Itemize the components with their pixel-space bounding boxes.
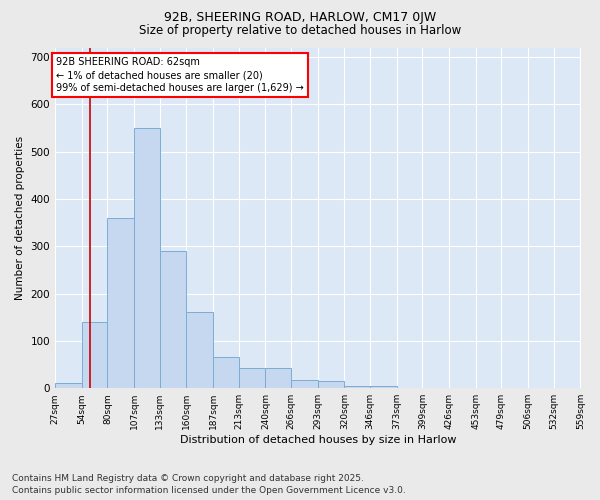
Bar: [239, 368, 265, 388]
Bar: [213, 358, 239, 388]
Y-axis label: Number of detached properties: Number of detached properties: [15, 136, 25, 300]
Bar: [291, 380, 318, 388]
Bar: [160, 251, 187, 388]
Bar: [187, 312, 213, 388]
Bar: [318, 381, 344, 388]
Bar: [134, 128, 160, 388]
Bar: [82, 322, 107, 388]
Text: Size of property relative to detached houses in Harlow: Size of property relative to detached ho…: [139, 24, 461, 37]
Bar: [55, 384, 82, 388]
Text: 92B SHEERING ROAD: 62sqm
← 1% of detached houses are smaller (20)
99% of semi-de: 92B SHEERING ROAD: 62sqm ← 1% of detache…: [56, 57, 304, 94]
Text: 92B, SHEERING ROAD, HARLOW, CM17 0JW: 92B, SHEERING ROAD, HARLOW, CM17 0JW: [164, 11, 436, 24]
X-axis label: Distribution of detached houses by size in Harlow: Distribution of detached houses by size …: [179, 435, 456, 445]
Bar: [107, 218, 134, 388]
Bar: [370, 386, 397, 388]
Bar: [344, 386, 370, 388]
Text: Contains HM Land Registry data © Crown copyright and database right 2025.
Contai: Contains HM Land Registry data © Crown c…: [12, 474, 406, 495]
Bar: [265, 368, 291, 388]
